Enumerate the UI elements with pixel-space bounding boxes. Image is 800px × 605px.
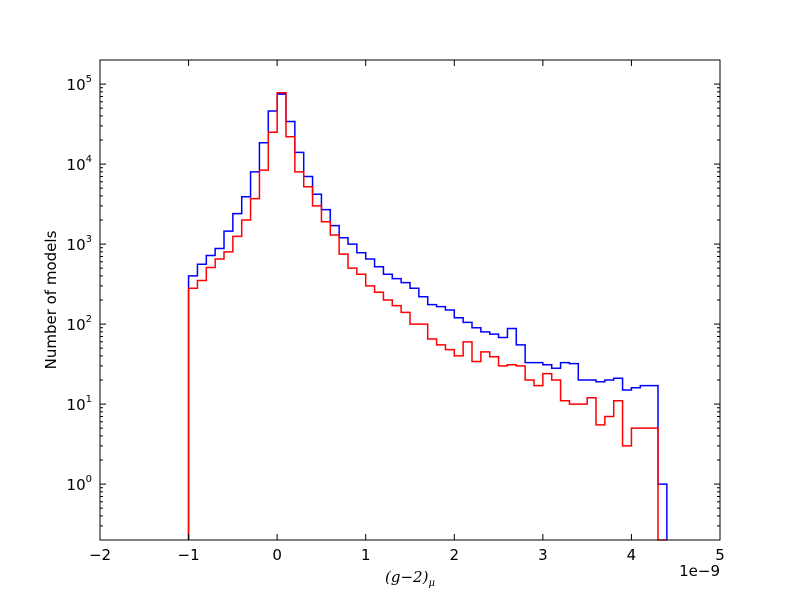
y-tick-label-exponent: 0 [86, 474, 92, 485]
histogram-bin [277, 93, 286, 540]
histogram-bin [534, 386, 543, 540]
histogram-step-line-2 [187, 91, 667, 541]
histogram-bin [463, 342, 472, 540]
y-tick-label-exponent: 4 [86, 154, 92, 165]
histogram-bin [366, 286, 375, 540]
histogram-bin [614, 401, 623, 540]
histogram-bin [339, 254, 348, 540]
histogram-bin [569, 404, 578, 540]
x-axis-label-main: (g−2) [385, 568, 429, 586]
y-tick-label: 105 [67, 74, 92, 94]
histogram-bin [313, 206, 322, 540]
x-tick-label: 1 [361, 546, 371, 564]
histogram-bin [507, 365, 516, 540]
y-tick-label-base: 10 [67, 316, 86, 334]
histogram-bin [525, 380, 534, 540]
histogram-bin [348, 268, 357, 540]
histogram-bin [649, 428, 658, 540]
x-tick-label: 2 [450, 546, 460, 564]
histogram-bin [189, 288, 198, 540]
series-layer [187, 91, 668, 541]
histogram-bin [242, 220, 251, 540]
histogram-step-line-1 [187, 93, 668, 540]
histogram-bin [295, 172, 304, 540]
histogram-bin [224, 252, 233, 540]
histogram-bin [259, 170, 268, 540]
histogram-bin [206, 267, 215, 540]
histogram-bin [321, 222, 330, 540]
x-axis-label-subscript: μ [428, 578, 435, 589]
x-axis-offset-label: 1e−9 [679, 562, 720, 580]
y-tick-label: 104 [67, 154, 92, 174]
x-tick-label: −2 [89, 546, 111, 564]
x-tick-label: −1 [178, 546, 200, 564]
y-tick-label: 101 [67, 394, 92, 414]
x-tick-label: 5 [715, 546, 725, 564]
histogram-bin [578, 404, 587, 540]
y-tick-label-exponent: 2 [86, 314, 92, 325]
histogram-bin [623, 446, 632, 540]
y-tick-label-exponent: 1 [86, 394, 92, 405]
histogram-series-2 [187, 91, 667, 541]
histogram-bin [197, 281, 206, 540]
histogram-bin [383, 300, 392, 540]
y-tick-label: 100 [67, 474, 92, 494]
histogram-bin [233, 236, 242, 540]
histogram-bin [268, 132, 277, 540]
histogram-bin [286, 137, 295, 540]
histogram-bin [437, 345, 446, 540]
histogram-bin [419, 324, 428, 540]
histogram-bin [445, 350, 454, 540]
histogram-bin [561, 401, 570, 540]
histogram-bin [658, 484, 667, 540]
y-tick-label-base: 10 [67, 236, 86, 254]
histogram-bin [357, 274, 366, 540]
y-tick-label-base: 10 [67, 396, 86, 414]
histogram-bin [428, 339, 437, 540]
y-axis-label: Number of models [42, 230, 60, 369]
histogram-bin [587, 398, 596, 540]
histogram-bin [392, 306, 401, 540]
histogram-bin [472, 362, 481, 540]
x-tick-label: 3 [538, 546, 548, 564]
y-tick-label-base: 10 [67, 476, 86, 494]
histogram-bin [631, 428, 640, 540]
y-tick-label: 103 [67, 234, 92, 254]
y-tick-label-exponent: 3 [86, 234, 92, 245]
histogram-bin [552, 380, 561, 540]
histogram-bin [251, 199, 260, 540]
x-tick-label: 0 [272, 546, 282, 564]
histogram-bin [215, 259, 224, 540]
y-tick-label-base: 10 [67, 156, 86, 174]
histogram-series-1 [187, 93, 668, 540]
histogram-bin [410, 324, 419, 540]
histogram-bin [499, 366, 508, 540]
histogram-bin [640, 428, 649, 540]
y-tick-label: 102 [67, 314, 92, 334]
histogram-bin [454, 356, 463, 540]
histogram-bin [605, 416, 614, 540]
histogram-bin [481, 352, 490, 540]
histogram-bin [375, 292, 384, 540]
y-tick-label-exponent: 5 [86, 74, 92, 85]
histogram-bin [330, 235, 339, 540]
histogram-bin [516, 366, 525, 540]
y-tick-label-base: 10 [67, 76, 86, 94]
plot-area [100, 60, 720, 540]
x-tick-label: 4 [627, 546, 637, 564]
histogram-bin [596, 425, 605, 540]
histogram-bin [304, 187, 313, 540]
histogram-bin [490, 357, 499, 540]
x-axis-label: (g−2)μ [385, 568, 435, 589]
histogram-bin [401, 312, 410, 540]
histogram-bin [543, 374, 552, 540]
